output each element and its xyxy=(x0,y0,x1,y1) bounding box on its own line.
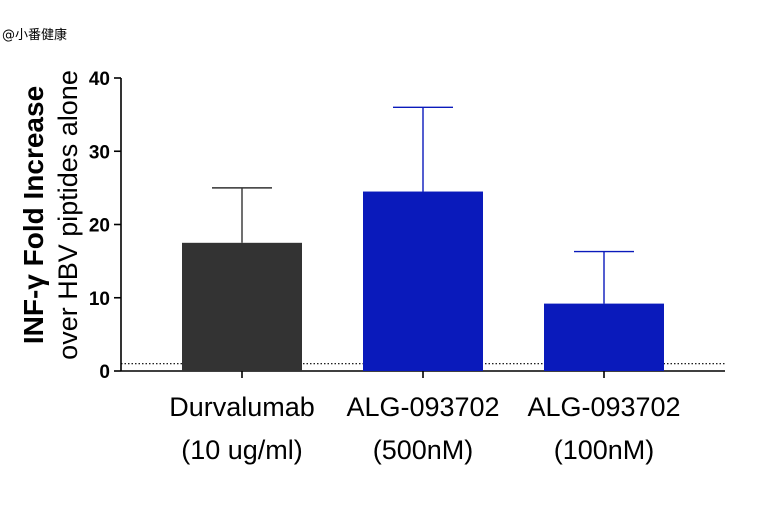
bar xyxy=(182,242,302,371)
y-tick-label: 0 xyxy=(99,362,110,383)
y-tick-label: 20 xyxy=(89,216,110,237)
bars xyxy=(182,106,664,371)
category-label: (100nM) xyxy=(554,435,655,465)
bar xyxy=(363,191,483,371)
watermark: @小番健康 xyxy=(2,28,68,43)
category-label: (500nM) xyxy=(373,435,474,465)
y-tick-label: 10 xyxy=(89,289,110,310)
category-label: (10 ug/ml) xyxy=(181,435,303,465)
y-axis-subtitle: over HBV piptides alone xyxy=(53,70,83,360)
y-tick-label: 30 xyxy=(89,142,110,163)
category-label: ALG-093702 xyxy=(527,392,680,422)
y-tick-label: 40 xyxy=(89,69,110,90)
category-label: ALG-093702 xyxy=(346,392,499,422)
y-axis-title: INF-γ Fold Increase xyxy=(18,86,49,344)
labels: 0 10 20 30 40 Durvalumab (10 ug/ml) ALG-093702 (… xyxy=(18,69,681,465)
bar xyxy=(544,303,664,371)
category-label: Durvalumab xyxy=(169,392,315,422)
